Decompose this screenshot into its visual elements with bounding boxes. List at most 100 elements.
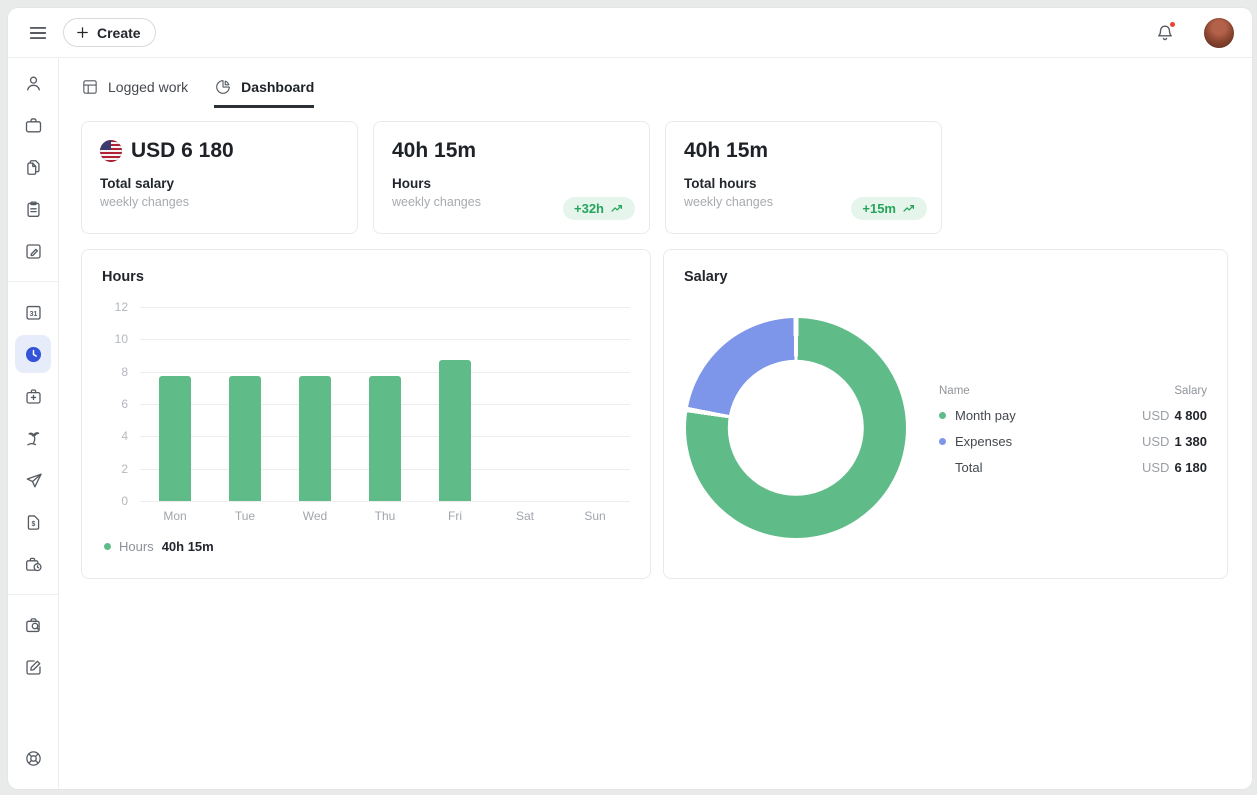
y-tick-label: 0 [121, 494, 128, 508]
gridline [140, 339, 630, 341]
y-tick-label: 12 [114, 300, 128, 314]
panel-title: Salary [684, 269, 728, 285]
sidebar-item-tasks[interactable] [15, 190, 51, 228]
pie-chart-icon [216, 80, 231, 94]
bar-column [210, 307, 280, 501]
notifications-button[interactable] [1148, 16, 1182, 50]
sidebar-item-invoices[interactable]: $ [15, 503, 51, 541]
sidebar-item-sick-leave[interactable] [15, 377, 51, 415]
bell-icon [1158, 25, 1172, 40]
currency-label: USD [1142, 434, 1170, 449]
tab-dashboard[interactable]: Dashboard [214, 78, 315, 108]
stat-card-hours: 40h 15m Hours weekly changes +32h [373, 121, 650, 234]
row-name: Total [955, 460, 983, 475]
us-flag-icon [100, 140, 122, 162]
row-amount: USD 4 800 [1142, 408, 1207, 423]
column-header-name: Name [939, 385, 970, 397]
salary-table-row: Total USD 6 180 [939, 460, 1207, 475]
bar-chart: 12 10 8 6 4 2 0 [102, 300, 630, 508]
sidebar-item-work-time[interactable] [15, 545, 51, 583]
svg-text:31: 31 [29, 311, 37, 318]
bar [439, 359, 471, 501]
y-tick-label: 6 [121, 397, 128, 411]
bar-column [490, 307, 560, 501]
y-tick-label: 2 [121, 461, 128, 476]
donut-hole [727, 359, 865, 497]
column-header-salary: Salary [1174, 385, 1207, 397]
salary-legend-table: Name Salary Month pay USD 4 800 Expenses USD… [939, 385, 1207, 538]
sidebar-item-documents[interactable] [15, 148, 51, 186]
app-window: Create [8, 8, 1252, 789]
trend-badge-text: +32h [574, 201, 604, 216]
stat-value: USD 6 180 [100, 139, 339, 163]
salary-table-row: Month pay USD 4 800 [939, 408, 1207, 423]
menu-button[interactable] [21, 16, 55, 50]
bar [299, 375, 331, 501]
series-dot [939, 412, 946, 419]
series-dot-empty [939, 464, 946, 471]
bar [159, 375, 191, 501]
sidebar-item-jobs[interactable] [15, 106, 51, 144]
legend-label: Hours [119, 539, 154, 554]
tab-logged-work[interactable]: Logged work [81, 78, 188, 108]
bar-columns [140, 307, 630, 501]
bar-chart-y-axis: 12 10 8 6 4 2 0 [102, 300, 128, 508]
sidebar-item-requests[interactable] [15, 461, 51, 499]
note-edit-icon [25, 243, 41, 259]
paper-plane-icon [26, 473, 42, 487]
bar-chart-plot [140, 307, 630, 502]
sidebar-item-notes[interactable] [15, 232, 51, 270]
gridline [140, 371, 630, 373]
trending-up-icon [611, 204, 623, 212]
x-tick-label: Wed [302, 509, 328, 523]
clipboard-icon [26, 200, 40, 217]
donut-chart [686, 318, 906, 538]
menu-icon [29, 26, 47, 39]
main-area: 31 $ [8, 58, 1252, 789]
help-lifebuoy-icon [25, 750, 41, 766]
sidebar-item-vacation[interactable] [15, 419, 51, 457]
sidebar-item-time-tracking[interactable] [15, 335, 51, 373]
content: Logged work Dashboard USD 6 180 Total sa… [59, 58, 1252, 789]
stat-value: 40h 15m [392, 139, 631, 163]
notification-dot [1169, 20, 1176, 28]
row-amount: USD 6 180 [1142, 460, 1207, 475]
gridline [140, 307, 630, 308]
avatar[interactable] [1204, 17, 1234, 48]
gridline [140, 501, 630, 502]
bar-column [560, 307, 630, 501]
salary-table-row: Expenses USD 1 380 [939, 434, 1207, 449]
bar-chart-x-axis: Mon Tue Wed Thu Fri Sat Sun [140, 509, 630, 523]
y-tick-label: 4 [121, 429, 128, 444]
trend-badge-text: +15m [862, 201, 896, 216]
bar-chart-legend: Hours 40h 15m [104, 539, 630, 554]
tab-label: Logged work [108, 79, 189, 95]
charts-row: Hours 12 10 8 6 4 2 0 Mon Tue Wed Thu Fri Sat Sun Ho… [81, 249, 1228, 579]
x-tick-label: Thu [374, 509, 396, 523]
bar-column [350, 307, 420, 501]
create-button[interactable]: Create [63, 18, 156, 47]
series-dot [939, 438, 946, 445]
sidebar-item-profile[interactable] [15, 64, 51, 102]
sidebar-item-calendar[interactable]: 31 [15, 293, 51, 331]
stat-title: Total salary [100, 176, 175, 191]
stat-subtitle: weekly changes [684, 195, 773, 209]
plus-icon [77, 27, 88, 38]
sidebar-item-compose[interactable] [15, 648, 51, 686]
create-button-label: Create [97, 24, 141, 41]
tab-bar: Logged work Dashboard [81, 78, 1228, 108]
legend-value: 40h 15m [161, 539, 214, 554]
sidebar-item-job-search[interactable] [15, 606, 51, 644]
compose-icon [25, 659, 41, 675]
stat-cards: USD 6 180 Total salary weekly changes 40… [81, 121, 1228, 234]
x-tick-label: Sun [584, 509, 606, 523]
stat-subtitle: weekly changes [100, 195, 189, 209]
x-tick-label: Tue [234, 509, 256, 523]
amount-value: 4 800 [1174, 408, 1207, 423]
sidebar-item-help[interactable] [15, 739, 51, 777]
salary-body: Name Salary Month pay USD 4 800 Expenses USD… [684, 285, 1207, 538]
vacation-palm-icon [26, 431, 39, 445]
user-icon [26, 76, 40, 90]
row-name: Month pay [955, 408, 1016, 423]
bar-column [420, 307, 490, 501]
